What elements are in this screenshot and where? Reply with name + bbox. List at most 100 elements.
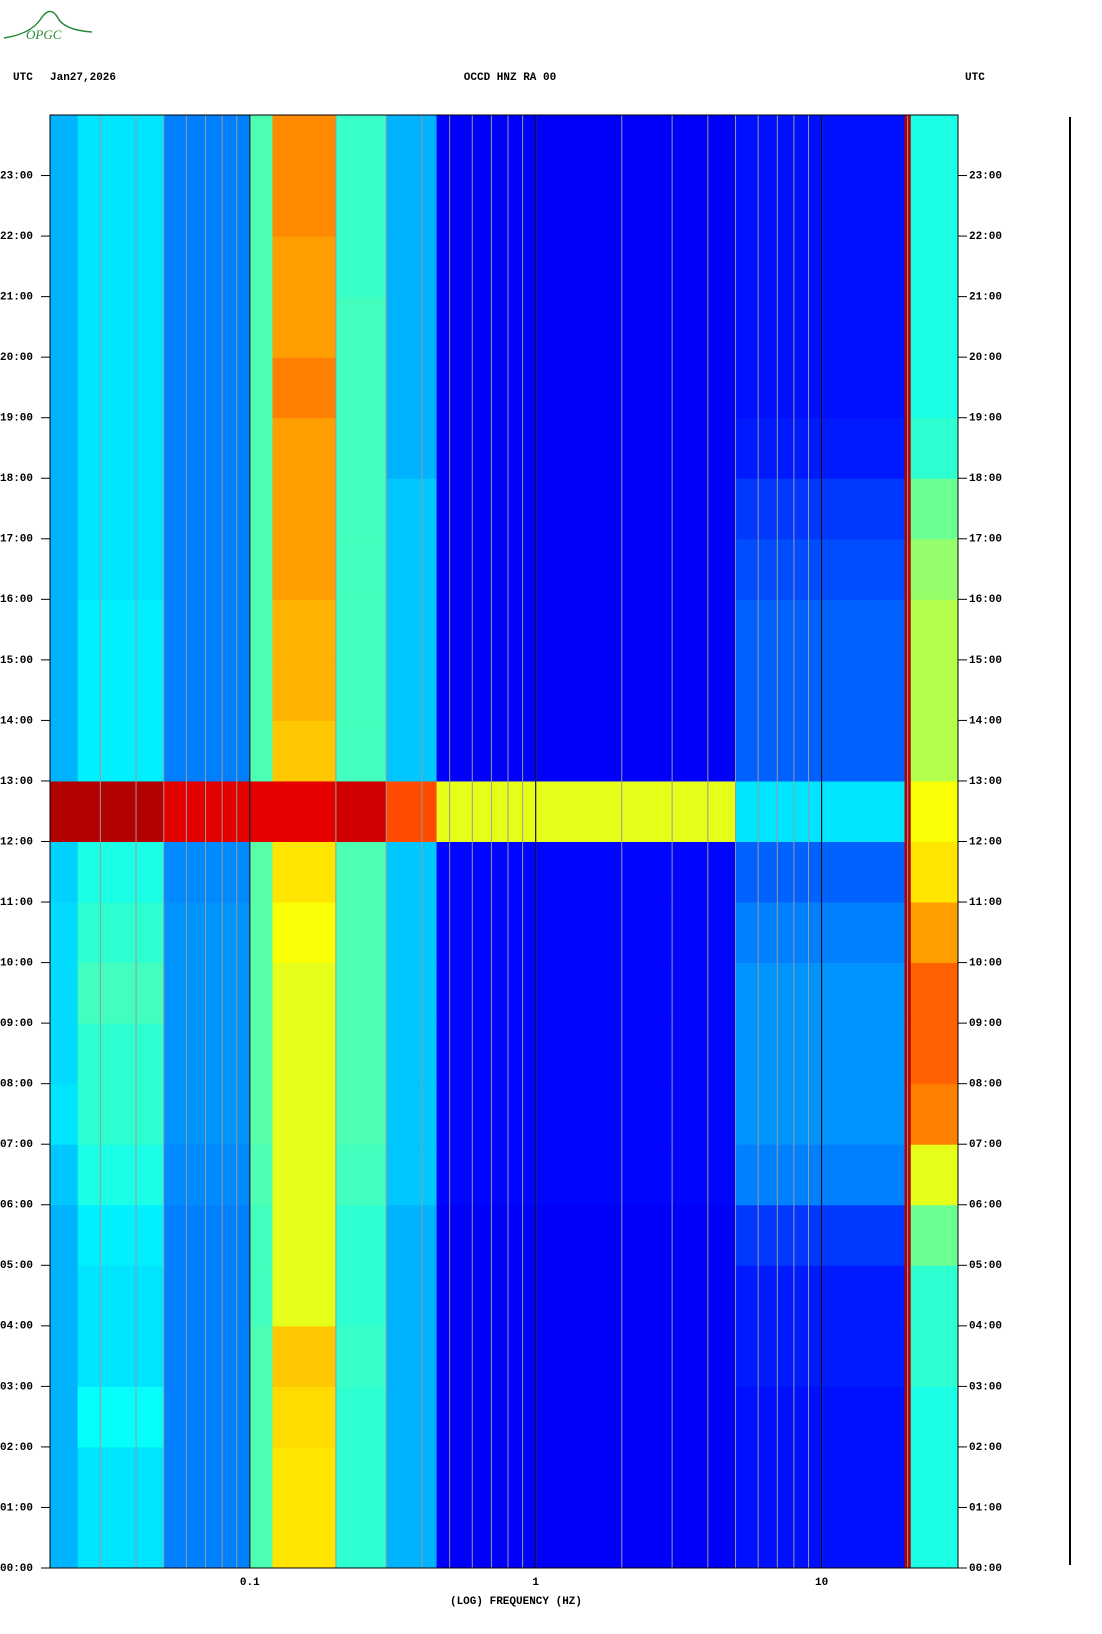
cell <box>163 1507 251 1569</box>
cell <box>386 902 438 964</box>
x-tick-label: 0.1 <box>240 1577 260 1589</box>
y-tick-label-right: 04:00 <box>969 1321 1002 1333</box>
cell <box>249 236 273 298</box>
cell <box>77 538 165 600</box>
y-tick-label: 01:00 <box>0 1502 33 1514</box>
cell <box>249 902 273 964</box>
y-tick-label-right: 19:00 <box>969 413 1002 425</box>
cell <box>910 478 959 540</box>
cell <box>386 1386 438 1448</box>
cell <box>735 115 906 177</box>
y-tick-label-right: 20:00 <box>969 352 1002 364</box>
cell <box>910 841 959 903</box>
cell <box>163 1386 251 1448</box>
cell <box>335 1507 387 1569</box>
cell <box>50 902 79 964</box>
cell <box>386 115 438 177</box>
cell <box>249 1446 273 1508</box>
y-tick-label: 00:00 <box>0 1563 33 1575</box>
cell <box>335 175 387 237</box>
cell <box>249 1144 273 1206</box>
right-label: UTC <box>965 72 985 84</box>
cell <box>386 659 438 721</box>
cell <box>272 115 337 177</box>
y-tick-label-right: 15:00 <box>969 655 1002 667</box>
cell <box>77 1083 165 1145</box>
y-tick-label: 18:00 <box>0 473 33 485</box>
y-tick-label-right: 06:00 <box>969 1200 1002 1212</box>
cell <box>436 1507 737 1569</box>
cell <box>272 841 337 903</box>
cell <box>163 599 251 661</box>
cell <box>436 720 737 782</box>
cell <box>386 1265 438 1327</box>
y-tick-label-right: 16:00 <box>969 594 1002 606</box>
cell <box>77 1446 165 1508</box>
cell <box>249 417 273 479</box>
cell <box>163 1144 251 1206</box>
logo-curve <box>3 10 93 39</box>
y-tick-label: 13:00 <box>0 776 33 788</box>
cell <box>386 1023 438 1085</box>
y-tick-label: 16:00 <box>0 594 33 606</box>
cell <box>436 1023 737 1085</box>
cell <box>910 538 959 600</box>
plot-frame <box>49 114 959 1569</box>
cell <box>50 841 79 903</box>
title: OCCD HNZ RA 00 <box>464 72 556 84</box>
cell <box>163 478 251 540</box>
cell <box>249 720 273 782</box>
y-tick-label: 22:00 <box>0 231 33 243</box>
cell <box>735 1023 906 1085</box>
cell <box>735 296 906 358</box>
cell <box>735 902 906 964</box>
cell <box>386 1507 438 1569</box>
cell <box>163 1265 251 1327</box>
cell <box>77 599 165 661</box>
cell <box>436 296 737 358</box>
y-tick-label: 03:00 <box>0 1381 33 1393</box>
cell <box>386 1083 438 1145</box>
cell <box>335 1446 387 1508</box>
y-tick-label: 06:00 <box>0 1200 33 1212</box>
cell <box>163 1023 251 1085</box>
cell <box>272 1204 337 1266</box>
cell <box>335 1023 387 1085</box>
cell <box>335 841 387 903</box>
cell <box>335 1144 387 1206</box>
y-tick-label-right: 02:00 <box>969 1442 1002 1454</box>
y-tick-label-right: 22:00 <box>969 231 1002 243</box>
cell <box>436 841 737 903</box>
cell <box>50 1265 79 1327</box>
y-tick-label-right: 01:00 <box>969 1502 1002 1514</box>
cell <box>77 175 165 237</box>
cell <box>335 1083 387 1145</box>
cell <box>77 417 165 479</box>
cell <box>436 659 737 721</box>
cell <box>50 720 79 782</box>
y-tick-label-right: 11:00 <box>969 897 1002 909</box>
y-tick-label-right: 07:00 <box>969 1139 1002 1151</box>
cell <box>335 1386 387 1448</box>
cell <box>163 175 251 237</box>
cell <box>436 1204 737 1266</box>
cell <box>50 1446 79 1508</box>
cell <box>163 236 251 298</box>
cell <box>50 1023 79 1085</box>
cell <box>910 1507 959 1569</box>
cell <box>249 478 273 540</box>
cell <box>163 357 251 419</box>
cell <box>735 1386 906 1448</box>
cell <box>735 538 906 600</box>
cell <box>910 780 959 842</box>
y-tick-label: 19:00 <box>0 413 33 425</box>
cell <box>50 780 79 842</box>
y-tick-label-right: 08:00 <box>969 1079 1002 1091</box>
y-tick-label-right: 09:00 <box>969 1018 1002 1030</box>
cell <box>735 1083 906 1145</box>
cell <box>910 236 959 298</box>
y-tick-label: 07:00 <box>0 1139 33 1151</box>
cell <box>436 417 737 479</box>
cell <box>272 417 337 479</box>
